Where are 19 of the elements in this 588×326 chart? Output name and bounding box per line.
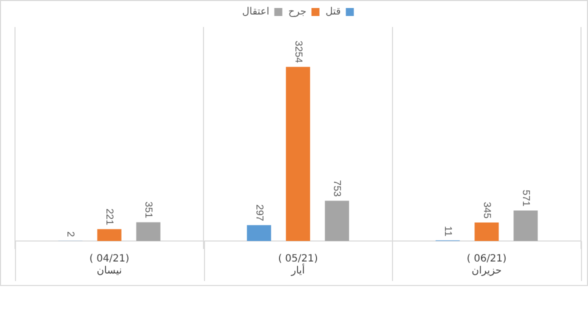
legend-label: اعتقال	[242, 6, 270, 18]
data-label: 2	[64, 231, 76, 238]
data-label: 3254	[292, 40, 304, 64]
data-label: 351	[142, 202, 154, 219]
data-label: 571	[520, 190, 531, 207]
data-label: 11	[442, 226, 453, 237]
data-label: 221	[104, 208, 115, 226]
bar	[97, 229, 122, 241]
bar	[286, 66, 310, 241]
data-label: 753	[331, 180, 342, 198]
bar	[324, 200, 350, 241]
bar	[474, 222, 499, 241]
bar	[136, 222, 160, 241]
legend-label: قتل	[325, 6, 342, 18]
data-label: 345	[480, 202, 492, 219]
data-label: 297	[253, 204, 264, 222]
bar	[514, 210, 538, 241]
legend-label: جرح	[288, 6, 306, 18]
bar	[246, 225, 272, 241]
